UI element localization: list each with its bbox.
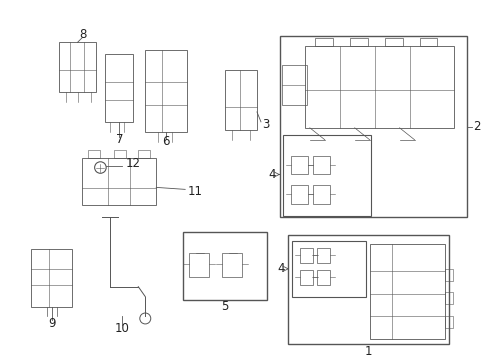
Bar [189,253,209,277]
Bar [312,156,329,175]
Bar [88,150,100,158]
Text: 10: 10 [115,322,129,335]
Bar [114,150,126,158]
Text: 7: 7 [115,133,123,146]
Bar [369,244,445,339]
Bar [445,316,452,328]
Bar [138,150,150,158]
Bar [290,156,307,175]
Bar [279,36,467,217]
Bar [145,50,187,132]
Text: 8: 8 [79,28,86,41]
Text: 5: 5 [221,300,228,313]
Bar [316,248,329,263]
Text: 9: 9 [48,317,55,330]
Bar [349,39,367,46]
Bar [287,235,448,344]
Text: 12: 12 [125,157,140,170]
Bar [290,185,307,204]
Bar [299,248,312,263]
Bar [31,249,72,307]
Bar [445,269,452,281]
Bar [183,232,266,300]
Bar [384,39,402,46]
Text: 6: 6 [162,135,170,148]
Bar [105,54,133,122]
Text: 2: 2 [472,120,480,133]
Bar [419,39,437,46]
Text: 11: 11 [188,185,203,198]
Bar [281,65,306,105]
Bar [222,253,242,277]
Bar [224,70,256,130]
Bar [312,185,329,204]
Text: 4: 4 [277,262,285,275]
Bar [59,42,96,92]
Bar [314,39,332,46]
Text: 3: 3 [262,118,269,131]
Bar [283,135,370,216]
Bar [316,270,329,285]
Bar [304,46,453,128]
Bar [299,270,312,285]
Text: 1: 1 [364,345,372,358]
Text: 4: 4 [268,168,275,181]
Bar [291,241,365,297]
Bar [82,158,156,205]
Bar [445,292,452,303]
